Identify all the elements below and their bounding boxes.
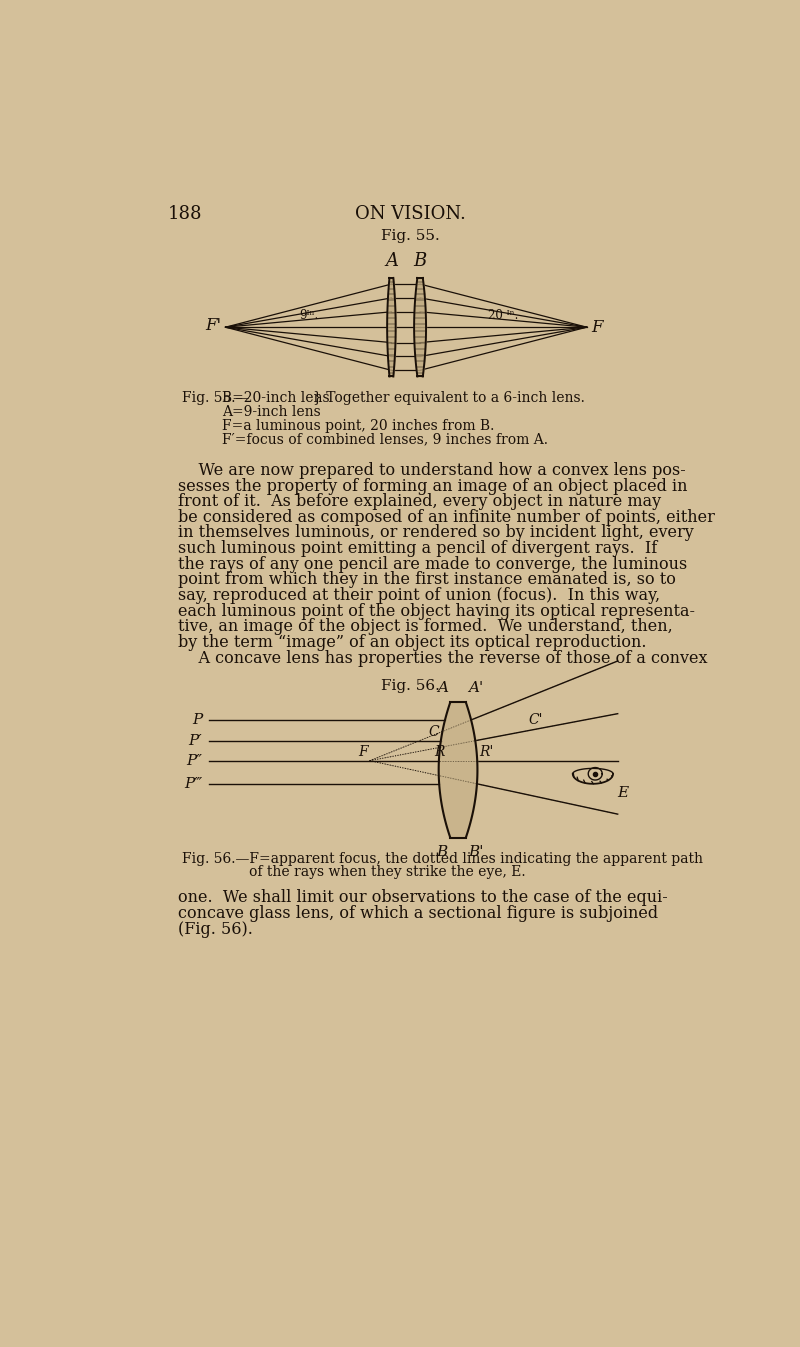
Text: 188: 188 xyxy=(168,205,202,222)
Text: F': F' xyxy=(205,317,221,334)
Text: say, reproduced at their point of union (focus).  In this way,: say, reproduced at their point of union … xyxy=(178,587,660,603)
Text: F: F xyxy=(358,745,367,760)
Text: one.  We shall limit our observations to the case of the equi-: one. We shall limit our observations to … xyxy=(178,889,667,907)
Text: by the term “image” of an object its optical reproduction.: by the term “image” of an object its opt… xyxy=(178,634,646,651)
Text: B': B' xyxy=(468,845,484,858)
Text: point from which they in the first instance emanated is, so to: point from which they in the first insta… xyxy=(178,571,675,589)
Text: Fig. 56.—F=apparent focus, the dotted lines indicating the apparent path: Fig. 56.—F=apparent focus, the dotted li… xyxy=(182,853,703,866)
Text: A: A xyxy=(385,252,398,271)
Text: of the rays when they strike the eye, E.: of the rays when they strike the eye, E. xyxy=(249,865,526,880)
Text: Fig. 56.: Fig. 56. xyxy=(381,679,439,694)
Text: A=9-inch lens: A=9-inch lens xyxy=(222,405,321,419)
Text: } Together equivalent to a 6-inch lens.: } Together equivalent to a 6-inch lens. xyxy=(313,391,585,405)
Text: in themselves luminous, or rendered so by incident light, every: in themselves luminous, or rendered so b… xyxy=(178,524,694,541)
Text: E: E xyxy=(618,787,629,800)
Text: A concave lens has properties the reverse of those of a convex: A concave lens has properties the revers… xyxy=(178,649,707,667)
Text: the rays of any one pencil are made to converge, the luminous: the rays of any one pencil are made to c… xyxy=(178,556,686,572)
Text: front of it.  As before explained, every object in nature may: front of it. As before explained, every … xyxy=(178,493,661,511)
Text: Fig. 55.—: Fig. 55.— xyxy=(182,391,250,405)
Text: B: B xyxy=(437,845,448,858)
Text: such luminous point emitting a pencil of divergent rays.  If: such luminous point emitting a pencil of… xyxy=(178,540,657,558)
Text: (Fig. 56).: (Fig. 56). xyxy=(178,920,252,938)
Text: tive, an image of the object is formed.  We understand, then,: tive, an image of the object is formed. … xyxy=(178,618,672,636)
Text: F: F xyxy=(591,319,603,335)
Text: R': R' xyxy=(479,745,494,760)
Text: sesses the property of forming an image of an object placed in: sesses the property of forming an image … xyxy=(178,478,687,494)
Text: A': A' xyxy=(468,682,483,695)
Text: F′=focus of combined lenses, 9 inches from A.: F′=focus of combined lenses, 9 inches fr… xyxy=(222,432,549,447)
Text: F=a luminous point, 20 inches from B.: F=a luminous point, 20 inches from B. xyxy=(222,419,495,432)
Text: C': C' xyxy=(529,714,543,727)
Text: concave glass lens, of which a sectional figure is subjoined: concave glass lens, of which a sectional… xyxy=(178,905,658,921)
Text: P‴: P‴ xyxy=(184,777,202,791)
Text: Fig. 55.: Fig. 55. xyxy=(381,229,439,244)
Text: We are now prepared to understand how a convex lens pos-: We are now prepared to understand how a … xyxy=(178,462,686,480)
Text: be considered as composed of an infinite number of points, either: be considered as composed of an infinite… xyxy=(178,509,714,525)
Text: P: P xyxy=(192,713,202,727)
Text: 9ᴵⁿ.: 9ᴵⁿ. xyxy=(299,308,318,322)
Text: each luminous point of the object having its optical representa-: each luminous point of the object having… xyxy=(178,602,694,620)
Text: A: A xyxy=(437,682,448,695)
Text: B=20-inch lens: B=20-inch lens xyxy=(222,391,330,405)
Text: 20 ᴵⁿ.: 20 ᴵⁿ. xyxy=(488,308,518,322)
Text: B: B xyxy=(414,252,426,271)
Text: P″: P″ xyxy=(186,754,202,768)
Text: C: C xyxy=(429,725,439,738)
Text: P′: P′ xyxy=(189,734,202,748)
Text: ON VISION.: ON VISION. xyxy=(354,205,466,222)
Text: R: R xyxy=(434,745,445,760)
